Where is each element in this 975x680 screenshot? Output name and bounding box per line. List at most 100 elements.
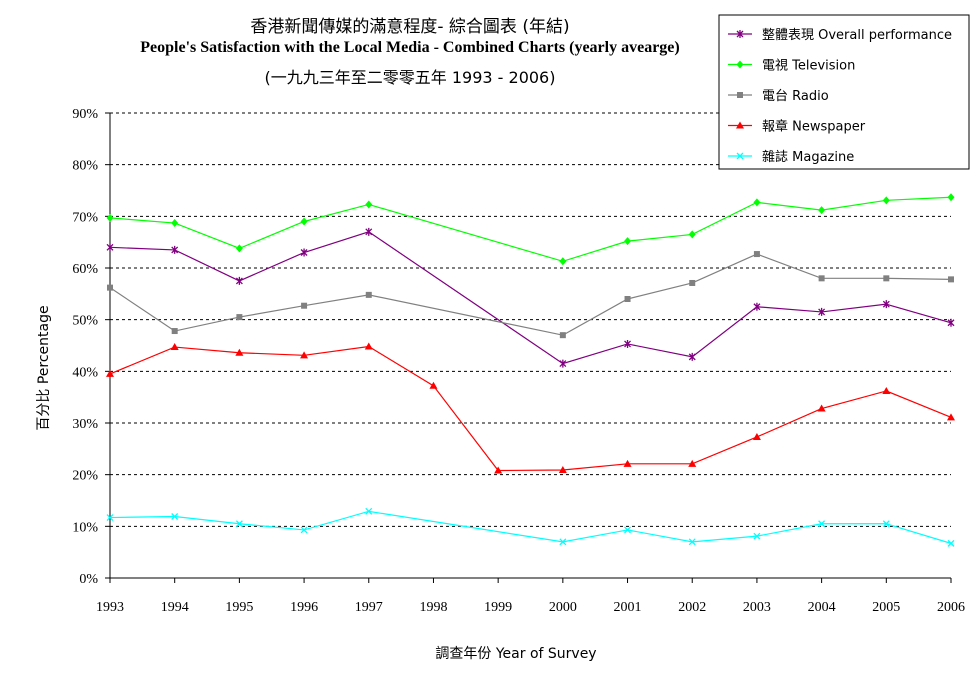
- data-point: [624, 296, 631, 302]
- legend-label: 雜誌 Magazine: [762, 149, 854, 165]
- data-point: [558, 466, 567, 474]
- x-tick-label: 2004: [808, 600, 836, 615]
- data-point: [818, 520, 826, 528]
- data-point: [948, 276, 954, 283]
- data-point: [559, 332, 566, 339]
- legend: 整體表現 Overall performance 電視 Television 電台 …: [718, 14, 970, 170]
- data-point: [947, 193, 955, 202]
- data-point: [235, 520, 243, 528]
- data-point: [688, 459, 697, 467]
- data-point: [494, 466, 503, 474]
- x-tick-label: 2006: [937, 600, 965, 615]
- data-point: [559, 257, 567, 266]
- data-point: [171, 245, 179, 254]
- legend-swatch-marker: [736, 30, 744, 38]
- data-point: [365, 507, 373, 515]
- data-point: [365, 200, 373, 209]
- y-tick-label: 80%: [72, 159, 98, 174]
- y-tick-labels: 0% 10% 20% 30% 40% 50% 60% 70% 80% 90%: [72, 107, 98, 587]
- data-point: [753, 532, 761, 540]
- y-tick-label: 40%: [72, 365, 98, 380]
- data-point: [300, 351, 309, 359]
- series-lines: [109, 196, 952, 544]
- data-point: [106, 213, 114, 222]
- series-markers: [106, 193, 955, 547]
- data-point: [947, 413, 955, 421]
- y-axis-label: 百分比 Percentage: [36, 305, 52, 430]
- data-point: [883, 275, 890, 282]
- y-tick-label: 70%: [72, 210, 98, 225]
- data-point: [559, 538, 567, 546]
- data-point: [365, 291, 372, 298]
- gridlines: [110, 112, 951, 527]
- x-tick-label: 2002: [678, 600, 706, 615]
- legend-swatch-marker: [736, 60, 744, 69]
- x-tick-label: 2000: [549, 600, 577, 615]
- data-point: [818, 307, 826, 316]
- data-point: [235, 348, 244, 356]
- data-point: [171, 513, 179, 520]
- data-point: [106, 243, 114, 252]
- chart-title: 香港新聞傳媒的滿意程度- 綜合圖表 (年結): [250, 17, 570, 37]
- data-point: [365, 227, 373, 236]
- data-point: [688, 230, 696, 239]
- data-point: [818, 206, 826, 215]
- data-point: [106, 514, 114, 522]
- data-point: [688, 352, 696, 361]
- legend-label: 整體表現 Overall performance: [762, 28, 952, 43]
- data-point: [624, 339, 631, 348]
- legend-swatch-marker: [736, 121, 744, 129]
- data-point: [882, 196, 890, 205]
- data-point: [624, 237, 632, 246]
- data-point: [236, 314, 243, 321]
- data-point: [171, 328, 178, 335]
- data-point: [882, 386, 891, 394]
- data-point: [300, 217, 308, 226]
- series-line: [109, 231, 952, 365]
- x-tick-label: 2001: [614, 600, 642, 615]
- y-tick-label: 0%: [79, 572, 98, 587]
- series-line: [109, 510, 952, 544]
- data-point: [171, 219, 179, 228]
- data-point: [235, 244, 243, 253]
- data-point: [689, 279, 696, 286]
- x-axis-label: 調查年份 Year of Survey: [435, 646, 596, 662]
- data-point: [364, 342, 373, 350]
- x-tick-label: 2005: [872, 600, 900, 615]
- data-point: [429, 381, 438, 389]
- x-tick-label: 1998: [419, 600, 447, 615]
- legend-box: [718, 14, 970, 170]
- chart-subtitle-years: (一九九三年至二零零五年 1993 - 2006): [264, 68, 556, 87]
- x-tick-label: 1995: [225, 600, 253, 615]
- x-tick-label: 1996: [290, 600, 318, 615]
- data-point: [301, 302, 308, 309]
- legend-swatch-marker: [736, 152, 744, 160]
- data-point: [107, 284, 113, 291]
- data-point: [818, 275, 825, 282]
- data-point: [752, 432, 761, 440]
- data-point: [753, 302, 761, 311]
- data-point: [623, 459, 632, 467]
- axes: [105, 112, 952, 583]
- data-point: [559, 359, 567, 368]
- y-tick-label: 90%: [72, 107, 98, 122]
- data-point: [300, 248, 308, 257]
- data-point: [235, 276, 243, 285]
- data-point: [753, 198, 761, 207]
- data-point: [753, 251, 760, 258]
- series-line: [109, 196, 952, 262]
- data-point: [688, 538, 696, 546]
- series-line: [109, 253, 952, 336]
- data-point: [947, 318, 955, 327]
- legend-label: 電台 Radio: [762, 89, 829, 104]
- legend-swatch-marker: [737, 92, 743, 98]
- data-point: [947, 539, 955, 547]
- y-tick-label: 30%: [72, 417, 98, 432]
- legend-label: 報章 Newspaper: [762, 119, 866, 135]
- x-tick-label: 1997: [355, 600, 383, 615]
- data-point: [882, 520, 890, 528]
- data-point: [817, 404, 826, 412]
- x-tick-labels: 1993 1994 1995 1996 1997 1998 1999 2000 2001 2002…: [96, 600, 965, 615]
- chart-subtitle: People's Satisfaction with the Local Med…: [140, 39, 680, 56]
- y-tick-label: 50%: [72, 314, 98, 329]
